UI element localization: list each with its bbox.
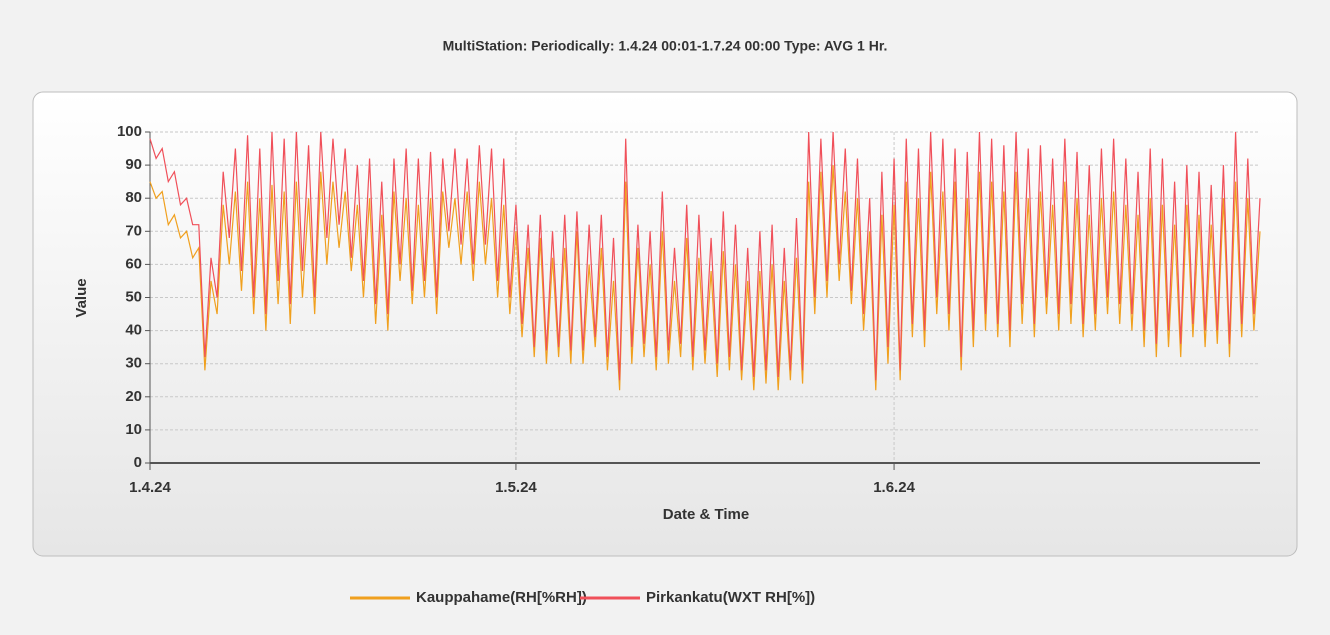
x-tick-label: 1.5.24 — [495, 479, 537, 496]
y-tick-label: 90 — [125, 156, 142, 173]
x-tick-label: 1.4.24 — [129, 479, 171, 496]
y-tick-label: 100 — [117, 123, 142, 140]
x-axis-label: Date & Time — [663, 506, 749, 523]
y-tick-label: 60 — [125, 255, 142, 272]
y-tick-label: 50 — [125, 288, 142, 305]
y-tick-label: 0 — [134, 454, 142, 471]
series-line — [149, 131, 1261, 381]
y-axis-label: Value — [73, 278, 90, 317]
legend-label: Kauppahame(RH[%RH]) — [416, 589, 587, 606]
plot-frame — [32, 91, 1298, 557]
legend-label: Pirkankatu(WXT RH[%]) — [646, 589, 815, 606]
y-tick-label: 70 — [125, 222, 142, 239]
y-tick-label: 30 — [125, 355, 142, 372]
series-line — [149, 165, 1261, 391]
chart-title: MultiStation: Periodically: 1.4.24 00:01… — [443, 38, 888, 54]
y-tick-label: 10 — [125, 421, 142, 438]
x-tick-label: 1.6.24 — [873, 479, 915, 496]
y-tick-label: 40 — [125, 322, 142, 339]
y-tick-label: 20 — [125, 388, 142, 405]
y-tick-label: 80 — [125, 189, 142, 206]
